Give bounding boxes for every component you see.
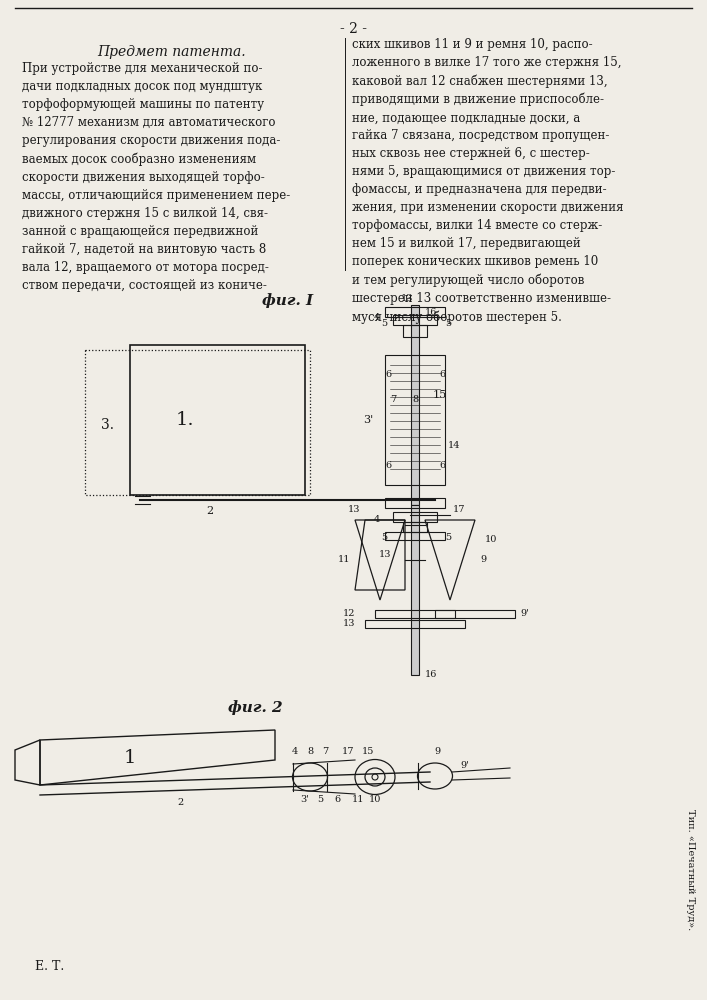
Text: 4: 4 [374,312,380,322]
Text: 5: 5 [445,318,451,328]
Text: Е. Т.: Е. Т. [35,960,64,973]
Text: 6: 6 [385,370,391,379]
Text: 9': 9' [460,760,469,770]
Bar [435,610,515,618]
Text: 12: 12 [342,609,355,618]
Bar [393,512,437,522]
Text: 9: 9 [480,556,486,564]
Text: 16: 16 [425,670,438,679]
Text: 1.: 1. [175,411,194,429]
Text: 3': 3' [300,795,310,804]
Text: 16: 16 [425,308,438,317]
Text: 5: 5 [381,318,387,328]
Text: 11: 11 [337,556,350,564]
Bar [403,522,427,532]
Bar [85,350,310,495]
Text: 6: 6 [439,460,445,470]
Text: 15: 15 [433,390,448,400]
Text: 17: 17 [341,747,354,756]
Text: 10: 10 [369,795,381,804]
Text: фиг. I: фиг. I [262,293,314,308]
Bar [393,315,437,325]
Text: - 2 -: - 2 - [339,22,366,36]
Text: 7: 7 [390,395,396,404]
Bar [411,505,419,675]
Text: 15: 15 [362,747,374,756]
Text: 3': 3' [363,415,373,425]
Text: 1: 1 [124,749,136,767]
Bar [385,307,445,317]
Text: При устройстве для механической по-
дачи подкладных досок под мундштук
торфоформ: При устройстве для механической по- дачи… [22,62,291,292]
Text: 17: 17 [453,506,465,514]
Text: 7: 7 [322,747,328,756]
Text: 13: 13 [348,506,360,514]
Text: 6: 6 [385,460,391,470]
Text: ских шкивов 11 и 9 и ремня 10, распо-
ложенного в вилке 17 того же стержня 15,
к: ских шкивов 11 и 9 и ремня 10, распо- ло… [352,38,624,324]
Text: 6: 6 [439,370,445,379]
Text: 6: 6 [334,795,340,804]
Text: 13: 13 [379,550,391,559]
Text: 2: 2 [206,506,214,516]
Text: 5: 5 [445,534,451,542]
Text: Тип. «Печатный Труд».: Тип. «Печатный Труд». [686,809,694,931]
Text: 9: 9 [434,747,440,756]
Text: 14: 14 [448,440,460,450]
Bar [411,305,419,505]
Text: Предмет патента.: Предмет патента. [98,45,246,59]
Text: 9': 9' [520,609,529,618]
Bar [385,355,445,485]
Text: 5: 5 [381,534,387,542]
Bar [130,345,305,495]
Text: 13: 13 [401,294,414,303]
Bar [385,498,445,508]
Bar [375,610,455,618]
Text: 3.: 3. [102,418,115,432]
Text: фиг. 2: фиг. 2 [228,700,282,715]
Text: 2: 2 [177,798,183,807]
Text: 10: 10 [485,536,498,544]
Bar [385,532,445,540]
Text: 8: 8 [307,747,313,756]
Text: 13: 13 [342,619,355,629]
Text: 5: 5 [317,795,323,804]
Text: 8: 8 [412,395,418,404]
Text: 4: 4 [292,747,298,756]
Text: 11: 11 [352,795,364,804]
Bar [365,620,465,628]
Text: 4: 4 [374,516,380,524]
Bar [403,325,427,337]
